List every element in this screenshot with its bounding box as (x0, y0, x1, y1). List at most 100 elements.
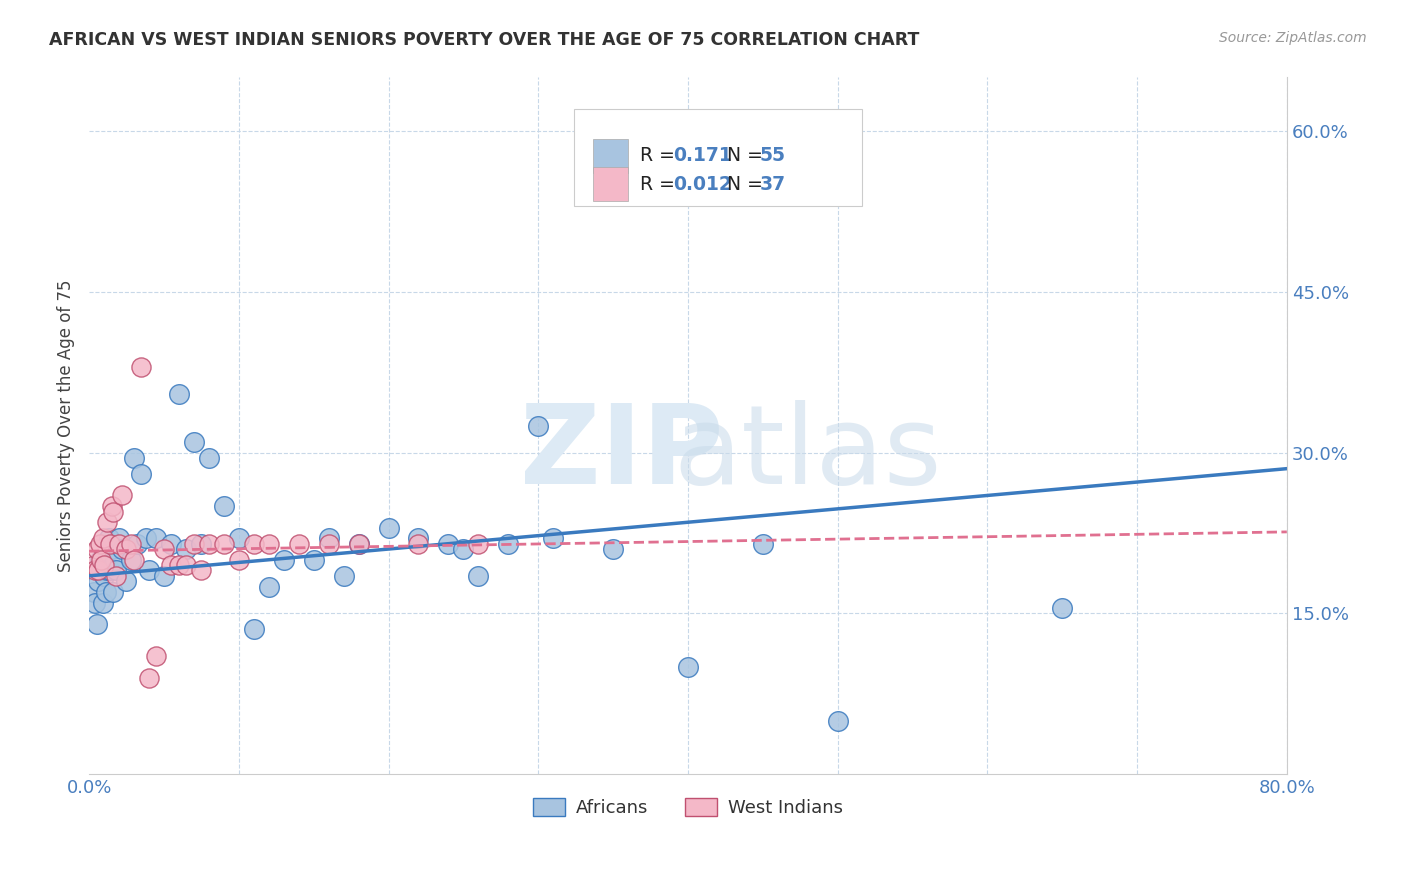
Point (676, 660, 699, 674)
Point (84, 564, 107, 578)
Text: R =: R = (640, 175, 681, 194)
Point (160, 537, 183, 551)
Point (89, 537, 111, 551)
Point (437, 537, 460, 551)
Point (145, 649, 167, 664)
Text: 55: 55 (759, 146, 786, 165)
Point (242, 623, 264, 637)
Point (131, 359, 153, 374)
Point (377, 520, 399, 534)
Point (318, 532, 340, 546)
Point (115, 542, 138, 557)
Point (96, 564, 118, 578)
Text: 0.171: 0.171 (673, 146, 733, 165)
FancyBboxPatch shape (574, 109, 862, 206)
Point (98, 537, 121, 551)
Text: N =: N = (727, 146, 769, 165)
Point (90, 553, 112, 567)
Point (96, 515, 118, 529)
Point (86, 617, 108, 632)
Point (105, 564, 128, 578)
Point (228, 532, 250, 546)
Text: 0.012: 0.012 (673, 175, 733, 194)
Point (87, 574, 110, 589)
Text: AFRICAN VS WEST INDIAN SENIORS POVERTY OVER THE AGE OF 75 CORRELATION CHART: AFRICAN VS WEST INDIAN SENIORS POVERTY O… (49, 31, 920, 49)
Point (91, 596, 114, 610)
Point (273, 553, 295, 567)
Point (103, 553, 125, 567)
Point (138, 671, 160, 685)
Point (83, 558, 105, 573)
Point (84, 596, 107, 610)
Point (122, 450, 145, 465)
Point (198, 537, 221, 551)
Point (153, 569, 176, 583)
Point (332, 569, 354, 583)
Point (167, 386, 190, 401)
Point (318, 537, 340, 551)
Point (131, 467, 153, 481)
Point (198, 450, 221, 465)
Point (101, 585, 124, 599)
FancyBboxPatch shape (593, 139, 628, 173)
Point (120, 553, 142, 567)
Point (87, 564, 110, 578)
Point (93, 558, 115, 573)
Text: 37: 37 (759, 175, 786, 194)
Point (97, 532, 120, 546)
Point (89, 553, 111, 567)
Point (498, 537, 520, 551)
Point (183, 537, 205, 551)
Point (160, 558, 183, 573)
Point (100, 499, 122, 513)
Point (183, 434, 205, 449)
Point (287, 537, 309, 551)
Point (108, 537, 131, 551)
Point (167, 558, 190, 573)
Point (347, 537, 370, 551)
Point (108, 532, 131, 546)
Point (125, 537, 148, 551)
Text: N =: N = (727, 175, 769, 194)
Point (100, 542, 122, 557)
Point (93, 569, 115, 583)
Point (827, 714, 849, 728)
Point (527, 418, 550, 433)
Point (752, 537, 775, 551)
Point (242, 537, 264, 551)
Point (153, 542, 176, 557)
Text: ZIP: ZIP (520, 401, 724, 508)
Point (120, 537, 142, 551)
Point (302, 553, 325, 567)
Point (212, 499, 235, 513)
Legend: Africans, West Indians: Africans, West Indians (526, 790, 851, 824)
Point (176, 558, 198, 573)
Point (1052, 601, 1074, 615)
Point (228, 553, 250, 567)
Point (111, 488, 134, 502)
FancyBboxPatch shape (593, 167, 628, 202)
Y-axis label: Seniors Poverty Over the Age of 75: Seniors Poverty Over the Age of 75 (58, 279, 75, 572)
Point (257, 580, 280, 594)
Point (83, 585, 105, 599)
Text: Source: ZipAtlas.com: Source: ZipAtlas.com (1219, 31, 1367, 45)
Point (115, 574, 138, 589)
Point (408, 532, 430, 546)
Point (467, 569, 489, 583)
Point (105, 569, 128, 583)
Point (467, 537, 489, 551)
Point (212, 537, 235, 551)
Point (138, 564, 160, 578)
Point (176, 542, 198, 557)
Point (94, 585, 117, 599)
Point (90, 564, 112, 578)
Point (190, 564, 212, 578)
Point (408, 537, 430, 551)
Text: atlas: atlas (673, 401, 942, 508)
Point (541, 532, 564, 546)
Point (98, 564, 121, 578)
Point (111, 542, 134, 557)
Point (347, 537, 370, 551)
Point (135, 532, 157, 546)
Point (91, 532, 114, 546)
